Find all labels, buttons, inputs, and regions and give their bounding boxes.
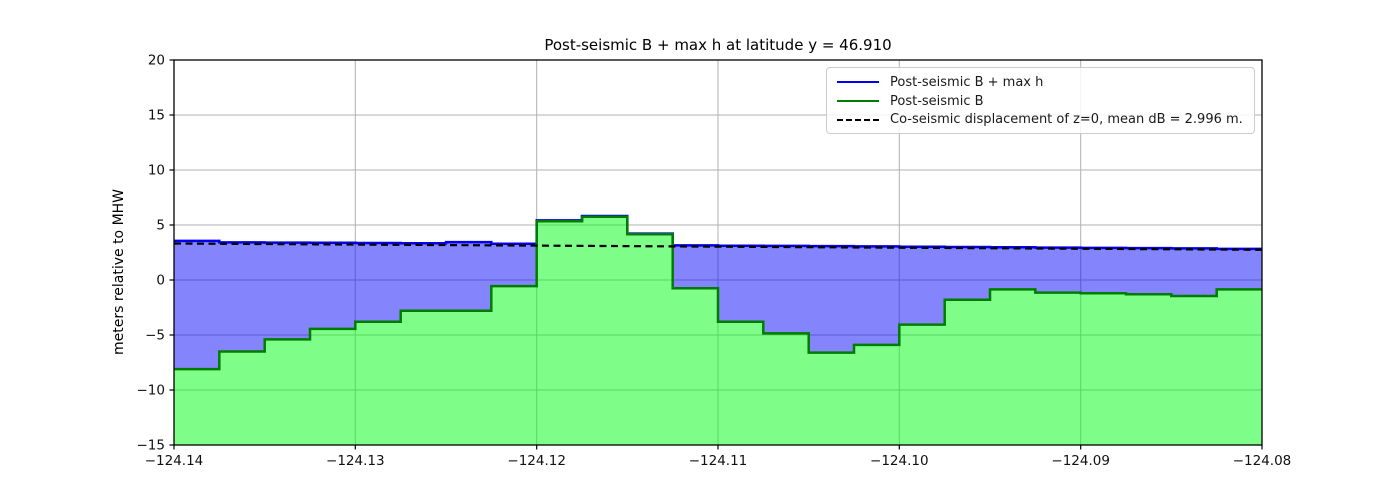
x-tick-label: −124.10 [870, 453, 929, 469]
topography-fill [174, 216, 1262, 445]
legend-item-b-plus-maxh: Post-seismic B + max h [837, 73, 1244, 92]
chart-title: Post-seismic B + max h at latitude y = 4… [544, 36, 892, 54]
x-tick-label: −124.12 [507, 453, 566, 469]
x-tick-label: −124.08 [1233, 453, 1292, 469]
y-tick-label: −10 [137, 383, 166, 399]
post-seismic-b-line [174, 215, 1262, 371]
y-tick-label: 20 [148, 53, 165, 69]
y-tick-label: 10 [148, 163, 165, 179]
legend: Post-seismic B + max h Post-seismic B Co… [826, 67, 1255, 134]
y-tick-label: 15 [148, 108, 165, 124]
x-tick-label: −124.13 [326, 453, 385, 469]
y-tick-label: −15 [137, 438, 166, 454]
legend-label: Post-seismic B + max h [890, 74, 1044, 90]
legend-line-sample-dashed [837, 118, 879, 121]
legend-label: Post-seismic B [890, 93, 984, 109]
legend-line-sample-green [837, 100, 879, 102]
x-tick-label: −124.14 [145, 453, 204, 469]
y-axis-label: meters relative to MHW [111, 188, 127, 356]
y-tick-label: 0 [156, 273, 165, 289]
y-tick-label: 5 [156, 218, 165, 234]
legend-label: Co-seismic displacement of z=0, mean dB … [890, 112, 1243, 128]
legend-line-sample-blue [837, 81, 879, 84]
x-tick-label: −124.09 [1051, 453, 1110, 469]
x-tick-label: −124.11 [689, 453, 748, 469]
coseismic-displacement-line [173, 242, 1263, 251]
y-tick-label: −5 [145, 328, 165, 344]
legend-item-b: Post-seismic B [837, 92, 1244, 111]
legend-item-coseismic: Co-seismic displacement of z=0, mean dB … [837, 110, 1244, 129]
